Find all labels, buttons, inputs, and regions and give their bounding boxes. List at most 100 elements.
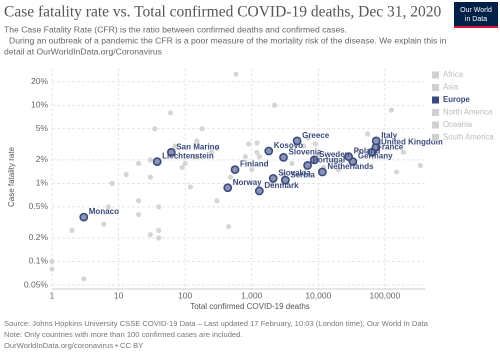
point — [147, 174, 153, 180]
subtitle: The Case Fatality Rate (CFR) is the rati… — [4, 24, 347, 34]
point — [246, 141, 252, 147]
footer: Source: Johns Hopkins University CSSE CO… — [4, 319, 429, 328]
point — [279, 153, 288, 162]
point — [254, 149, 260, 155]
point — [101, 221, 107, 227]
point-label: Norway — [233, 178, 262, 187]
x-tick-label: 1 — [50, 290, 55, 300]
point — [147, 157, 153, 163]
point-label: United Kingdom — [381, 137, 443, 146]
point — [81, 276, 87, 282]
point-label: Monaco — [89, 207, 119, 216]
subtitle: During an outbreak of a pandemic the CFR… — [9, 35, 447, 45]
y-tick-label: 0.2% — [29, 232, 49, 242]
point — [182, 160, 188, 167]
point — [256, 154, 262, 160]
footer: Note: Only countries with more than 100 … — [4, 330, 242, 339]
legend-label: South America — [443, 133, 494, 142]
legend-swatch — [432, 84, 439, 91]
point — [264, 146, 274, 156]
point-label: Slovenia — [289, 148, 322, 157]
y-tick-label: 5% — [36, 123, 49, 133]
x-tick-label: 10,000 — [305, 290, 331, 300]
legend-label: Africa — [443, 70, 464, 79]
point — [280, 171, 287, 178]
legend-label: North America — [443, 108, 493, 117]
point-label: Slovakia — [278, 168, 311, 177]
point — [254, 186, 264, 196]
point-label: Greece — [302, 131, 330, 140]
logo-text: in Data — [465, 16, 487, 23]
legend-swatch — [432, 71, 439, 79]
point — [254, 140, 260, 146]
y-tick-label: 20% — [31, 76, 48, 86]
legend-swatch — [432, 134, 439, 141]
point — [226, 223, 232, 230]
point-label: Liechtenstein — [162, 152, 214, 161]
x-tick-label: 1,000 — [241, 290, 263, 300]
point — [289, 160, 295, 167]
point — [147, 232, 153, 238]
x-tick-label: 100,000 — [370, 290, 401, 300]
point-label: Portugal — [313, 155, 345, 164]
legend-label: Europe — [443, 95, 471, 104]
point — [166, 147, 176, 157]
point — [367, 147, 377, 157]
point — [388, 107, 394, 113]
point — [136, 211, 142, 218]
point — [49, 266, 55, 272]
point — [417, 162, 423, 168]
legend-swatch — [432, 109, 439, 116]
point — [156, 235, 162, 241]
y-tick-label: 2% — [36, 154, 49, 164]
point — [209, 149, 215, 155]
point — [167, 110, 173, 116]
point — [355, 148, 362, 154]
subtitle: detail at OurWorldInData.org/Coronavirus — [4, 46, 162, 56]
point — [317, 167, 327, 177]
point — [344, 152, 354, 162]
point — [187, 184, 194, 190]
point — [152, 157, 162, 167]
point — [109, 180, 115, 186]
point-label: Italy — [381, 131, 398, 140]
point — [156, 204, 162, 210]
y-tick-label: 0.5% — [29, 201, 49, 211]
point — [199, 126, 205, 132]
x-tick-label: 10 — [114, 290, 124, 300]
legend-label: Asia — [443, 83, 459, 92]
logo-text: Our World — [460, 7, 492, 14]
point-label: San Marino — [176, 142, 219, 151]
point — [227, 174, 234, 180]
point — [242, 154, 248, 160]
y-tick-label: 1% — [36, 178, 49, 188]
point — [136, 198, 142, 204]
point — [156, 227, 162, 234]
point — [214, 145, 220, 152]
point — [271, 102, 278, 108]
chart-title: Case fatality rate vs. Total confirmed C… — [4, 4, 441, 21]
point-label: France — [377, 142, 404, 151]
point — [331, 157, 337, 163]
logo-stripe — [454, 26, 498, 28]
point — [268, 173, 278, 183]
point — [371, 136, 381, 146]
legend-swatch — [432, 96, 439, 104]
point-label: Finland — [240, 160, 269, 169]
point — [303, 160, 313, 170]
point — [292, 136, 302, 146]
point — [365, 131, 371, 137]
point — [105, 204, 111, 210]
point — [152, 126, 158, 132]
point — [335, 167, 341, 173]
point — [400, 149, 407, 155]
point-label: Germany — [358, 152, 393, 161]
x-axis-title: Total confirmed COVID-19 deaths — [190, 302, 310, 311]
point — [172, 143, 178, 149]
point — [194, 138, 200, 144]
point — [79, 212, 89, 222]
point — [230, 165, 240, 175]
point — [249, 167, 255, 173]
legend-swatch — [432, 121, 439, 129]
